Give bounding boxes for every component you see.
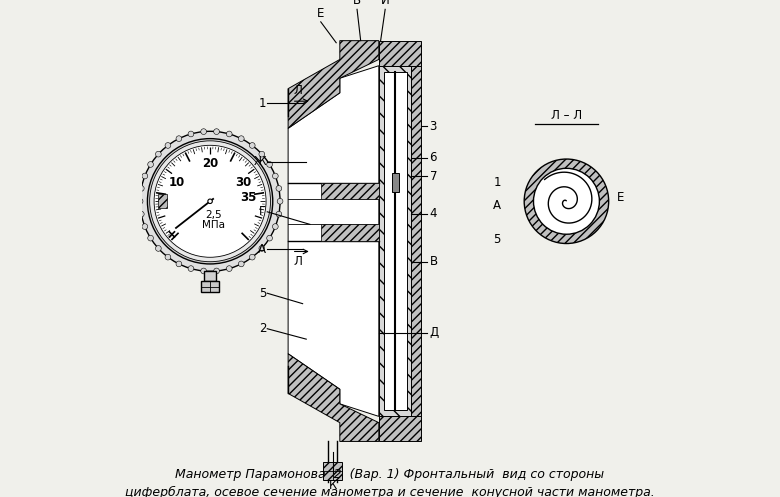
Polygon shape [379,416,420,441]
Circle shape [155,151,161,157]
Text: Л – Л: Л – Л [551,109,582,122]
Text: 30: 30 [235,176,251,189]
Text: А: А [493,199,501,212]
Circle shape [277,198,283,204]
Bar [201,281,219,292]
Circle shape [165,254,171,260]
Polygon shape [321,182,379,199]
Text: К: К [328,479,337,492]
Polygon shape [385,72,407,410]
Circle shape [150,141,271,262]
Circle shape [272,224,278,230]
Circle shape [147,235,154,241]
Text: 2,5: 2,5 [205,210,222,220]
Circle shape [155,246,161,251]
Text: 1: 1 [494,176,501,189]
Polygon shape [288,66,379,416]
Text: 35: 35 [240,191,257,204]
Circle shape [142,173,147,179]
Text: 4: 4 [430,207,437,220]
Text: циферблата, осевое сечение манометра и сечение  конусной части манометра.: циферблата, осевое сечение манометра и с… [125,486,655,497]
Circle shape [524,159,608,244]
Circle shape [165,143,171,148]
Text: 5: 5 [494,233,501,246]
Text: Манометр Парамонова  2  (Вар. 1) Фронтальный  вид со стороны: Манометр Парамонова 2 (Вар. 1) Фронтальн… [176,468,604,481]
Circle shape [154,145,266,257]
Text: Б: Б [353,0,361,7]
Bar [158,194,167,208]
Circle shape [200,268,207,274]
Circle shape [267,162,272,167]
Text: 20: 20 [202,157,218,169]
Bar [392,173,399,192]
Circle shape [267,235,272,241]
Circle shape [276,185,282,191]
Polygon shape [321,224,379,241]
Circle shape [147,139,273,264]
Polygon shape [379,41,420,66]
Text: Ж: Ж [254,155,266,168]
Circle shape [259,151,264,157]
Circle shape [226,131,232,137]
Polygon shape [288,41,379,128]
Circle shape [147,162,154,167]
Circle shape [188,266,193,271]
Text: В: В [430,255,438,268]
Circle shape [138,185,144,191]
Circle shape [176,261,182,267]
Bar [324,462,342,480]
Text: 1: 1 [259,97,266,110]
Circle shape [207,199,212,203]
Circle shape [239,261,244,267]
Text: 2: 2 [259,322,266,335]
Bar [204,271,216,281]
Text: МПа: МПа [202,221,225,231]
Circle shape [200,129,207,135]
Text: Е: Е [617,190,625,204]
Circle shape [137,198,143,204]
Text: Е: Е [317,7,324,20]
Text: Л: Л [293,84,302,97]
Text: 5: 5 [259,287,266,300]
Text: 6: 6 [430,151,437,164]
Circle shape [176,136,182,142]
Circle shape [250,143,255,148]
Circle shape [138,211,144,217]
Circle shape [276,211,282,217]
Circle shape [534,168,599,234]
Text: 7: 7 [430,170,437,183]
Circle shape [239,136,244,142]
Text: Г: Г [259,205,266,218]
Text: И: И [381,0,389,7]
Circle shape [188,131,193,137]
Polygon shape [379,66,412,416]
Polygon shape [412,66,420,416]
Text: 10: 10 [169,176,185,189]
Circle shape [142,224,147,230]
Text: Д: Д [430,327,439,339]
Circle shape [259,246,264,251]
Circle shape [272,173,278,179]
Circle shape [250,254,255,260]
Text: Л: Л [293,255,302,268]
Polygon shape [288,354,379,441]
Text: 3: 3 [430,120,437,133]
Circle shape [214,129,219,135]
Circle shape [140,131,280,271]
Circle shape [226,266,232,271]
Circle shape [214,268,219,274]
Text: А: А [258,243,266,256]
